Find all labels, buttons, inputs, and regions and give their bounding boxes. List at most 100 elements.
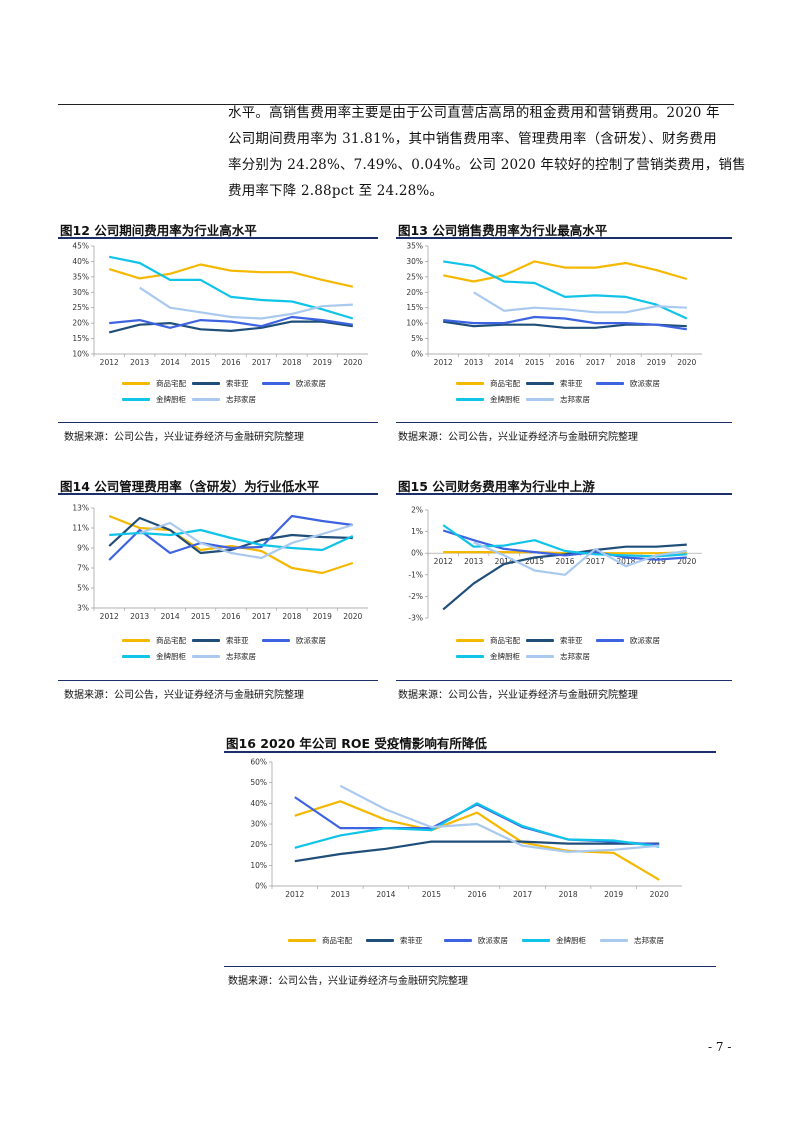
legend-swatch (192, 654, 220, 658)
legend-label: 志邦家居 (560, 651, 590, 661)
y-tick-label: 3% (77, 604, 89, 613)
figure-14-source: 数据来源：公司公告，兴业证券经济与金融研究院整理 (64, 690, 304, 701)
y-tick-label: 1% (411, 527, 423, 536)
series-line-金牌厨柜 (443, 260, 688, 320)
legend-item: 索菲亚 (192, 632, 262, 648)
y-tick-label: 13% (72, 504, 89, 513)
series-line-商品宅配 (108, 514, 354, 575)
x-tick-label: 2017 (586, 557, 605, 566)
series-line-志邦家居 (473, 541, 687, 576)
legend-label: 金牌厨柜 (490, 394, 520, 404)
legend-label: 欧派家居 (630, 378, 660, 388)
legend-label: 索菲亚 (560, 378, 583, 388)
series-line-金牌厨柜 (294, 802, 660, 849)
legend-swatch (122, 397, 150, 401)
legend-item: 欧派家居 (262, 375, 332, 391)
x-tick-label: 2014 (376, 890, 395, 899)
y-tick-label: 10% (406, 319, 423, 328)
figure-15-chart: -3% -2% -1% 0% 1% 2% 2012 2013 2014 2015 2016 2017 2… (408, 506, 702, 623)
series-line-索菲亚 (294, 840, 660, 863)
y-tick-label: -1% (408, 570, 423, 579)
series-line-商品宅配 (108, 263, 354, 288)
y-tick-label: 20% (406, 288, 423, 297)
x-tick-label: 2013 (130, 612, 149, 621)
legend-swatch (526, 654, 554, 658)
legend-swatch (444, 938, 472, 942)
x-tick-label: 2020 (677, 557, 696, 566)
legend-label: 商品宅配 (156, 378, 186, 388)
x-tick-label: 2017 (513, 890, 532, 899)
x-tick-label: 2014 (161, 358, 180, 367)
x-tick-label: 2019 (313, 612, 332, 621)
legend-label: 金牌厨柜 (490, 651, 520, 661)
x-tick-label: 2012 (434, 358, 453, 367)
legend-label: 欧派家居 (630, 635, 660, 645)
figure-12-bottom-rule (58, 422, 378, 423)
series-line-志邦家居 (339, 784, 660, 853)
legend-swatch (456, 638, 484, 642)
x-tick-label: 2017 (252, 612, 271, 621)
series-line-商品宅配 (443, 551, 687, 555)
legend-swatch (596, 381, 624, 385)
legend-item: 金牌厨柜 (456, 648, 526, 664)
y-tick-label: 25% (406, 272, 423, 281)
legend-label: 索菲亚 (560, 635, 583, 645)
figure-15-legend: 商品宅配 索菲亚 欧派家居金牌厨柜 志邦家居 (456, 632, 696, 664)
y-tick-label: 0% (411, 350, 423, 359)
legend-item: 索菲亚 (526, 375, 596, 391)
figure-12-chart: 10% 15% 20% 25% 30% 35% 40% 45% 2012 2013 2014 2015… (72, 242, 368, 367)
series-line-志邦家居 (139, 286, 353, 320)
figure-14-bottom-rule (58, 680, 378, 681)
figure-15-top-rule (396, 493, 732, 495)
y-tick-label: 45% (72, 242, 89, 251)
paragraph-line: 水平。高销售费用率主要是由于公司直营店高昂的租金费用和营销费用。2020 年 (228, 105, 720, 121)
legend-swatch (600, 938, 628, 942)
x-tick-label: 2015 (191, 612, 210, 621)
x-tick-label: 2018 (282, 358, 301, 367)
legend-label: 金牌厨柜 (156, 651, 186, 661)
legend-label: 欧派家居 (296, 635, 326, 645)
x-tick-label: 2014 (495, 557, 514, 566)
y-tick-label: 30% (72, 288, 89, 297)
x-tick-label: 2013 (464, 557, 483, 566)
legend-item: 商品宅配 (288, 932, 366, 948)
series-line-商品宅配 (294, 800, 660, 881)
legend-label: 商品宅配 (490, 378, 520, 388)
y-tick-label: 50% (250, 778, 267, 787)
legend-swatch (192, 638, 220, 642)
y-tick-label: 15% (72, 334, 89, 343)
y-tick-label: 0% (411, 549, 423, 558)
x-tick-label: 2018 (616, 557, 635, 566)
series-line-欧派家居 (109, 315, 353, 329)
x-tick-label: 2014 (495, 358, 514, 367)
y-tick-label: 20% (250, 840, 267, 849)
figure-13-chart: 0% 5% 10% 15% 20% 25% 30% 35% 2012 2013 2014 2015 20… (406, 242, 702, 367)
legend-swatch (122, 638, 150, 642)
series-line-商品宅配 (442, 260, 688, 283)
legend-swatch (526, 397, 554, 401)
legend-label: 志邦家居 (226, 651, 256, 661)
y-tick-label: 7% (77, 564, 89, 573)
figure-16-top-rule (224, 751, 716, 753)
legend-swatch (456, 381, 484, 385)
legend-swatch (262, 638, 290, 642)
legend-item: 商品宅配 (456, 632, 526, 648)
figure-12-source: 数据来源：公司公告，兴业证券经济与金融研究院整理 (64, 432, 304, 443)
figure-16-legend: 商品宅配 索菲亚 欧派家居 金牌厨柜 志邦家居 (288, 932, 688, 948)
y-tick-label: 0% (255, 882, 267, 891)
legend-swatch (456, 654, 484, 658)
x-tick-label: 2020 (343, 612, 362, 621)
y-tick-label: 10% (250, 861, 267, 870)
legend-label: 索菲亚 (226, 635, 249, 645)
legend-item: 索菲亚 (526, 632, 596, 648)
series-line-索菲亚 (108, 320, 353, 334)
figure-14-legend: 商品宅配 索菲亚 欧派家居 金牌厨柜 志邦家居 (122, 632, 362, 664)
figure-13-title: 图13 公司销售费用率为行业最高水平 (398, 223, 608, 238)
x-tick-label: 2014 (161, 612, 180, 621)
figure-13-bottom-rule (396, 422, 732, 423)
legend-item: 索菲亚 (366, 932, 444, 948)
legend-item: 欧派家居 (596, 375, 666, 391)
x-tick-label: 2018 (282, 612, 301, 621)
x-tick-label: 2012 (285, 890, 304, 899)
x-tick-label: 2013 (464, 358, 483, 367)
